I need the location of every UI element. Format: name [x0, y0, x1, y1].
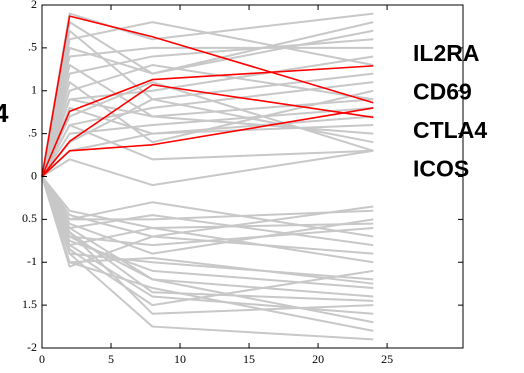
x-tick-label: 20: [312, 352, 324, 366]
background-line: [41, 175, 374, 255]
legend-label: ICOS: [413, 156, 469, 182]
x-tick-label: 15: [243, 352, 255, 366]
background-line: [41, 21, 374, 177]
highlight-line: [41, 107, 374, 178]
y-tick-label: .5: [28, 40, 37, 54]
background-line: [41, 98, 374, 177]
background-line: [41, 176, 374, 302]
background-line: [41, 46, 374, 177]
background-line: [41, 64, 374, 177]
highlight-line: [41, 65, 374, 177]
background-line: [41, 175, 374, 238]
y-tick-label: 2: [31, 0, 37, 11]
legend-label: CTLA4: [413, 117, 487, 143]
legend-label: CD69: [413, 79, 472, 105]
y-tick-label: .5: [28, 125, 37, 139]
y-tick-label: 1: [31, 83, 37, 97]
y-axis-label: 4: [0, 98, 9, 128]
x-tick-label: 0: [39, 352, 45, 366]
x-tick-label: 5: [108, 352, 114, 366]
background-line: [41, 176, 374, 285]
y-tick-label: 0: [31, 168, 37, 182]
y-tick-label: -2: [27, 340, 37, 354]
legend-label: IL2RA: [413, 40, 479, 66]
y-tick-label: 1.5: [22, 297, 37, 311]
x-tick-label: 10: [174, 352, 186, 366]
background-line: [41, 149, 374, 187]
x-tick-label: 25: [381, 352, 393, 366]
y-tick-label: 0.5: [22, 211, 37, 225]
background-line: [41, 175, 374, 238]
highlight-line: [41, 83, 374, 177]
y-tick-label: -1: [27, 254, 37, 268]
background-line: [41, 176, 374, 247]
background-line: [41, 124, 374, 177]
highlight-line: [41, 15, 374, 177]
background-line: [41, 175, 374, 264]
